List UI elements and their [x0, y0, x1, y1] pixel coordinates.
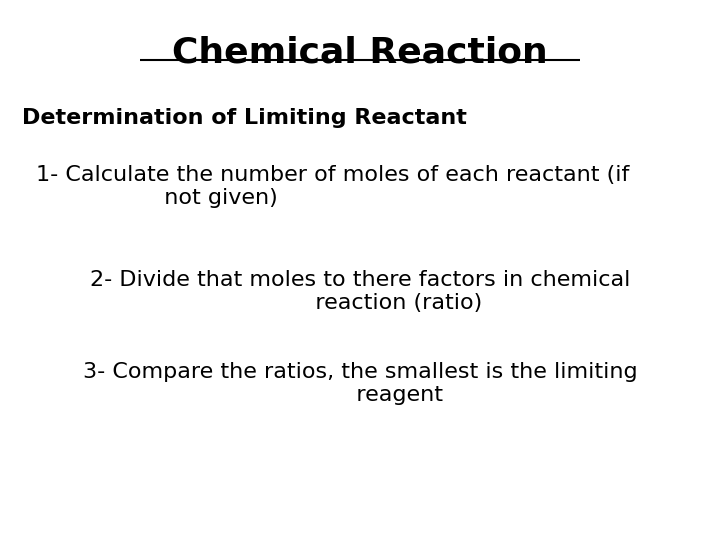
- Text: Chemical Reaction: Chemical Reaction: [172, 35, 548, 69]
- Text: 1- Calculate the number of moles of each reactant (if
                  not give: 1- Calculate the number of moles of each…: [36, 165, 629, 208]
- Text: 3- Compare the ratios, the smallest is the limiting
           reagent: 3- Compare the ratios, the smallest is t…: [83, 362, 637, 405]
- Text: 2- Divide that moles to there factors in chemical
           reaction (ratio): 2- Divide that moles to there factors in…: [90, 270, 630, 313]
- Text: Determination of Limiting Reactant: Determination of Limiting Reactant: [22, 108, 467, 128]
